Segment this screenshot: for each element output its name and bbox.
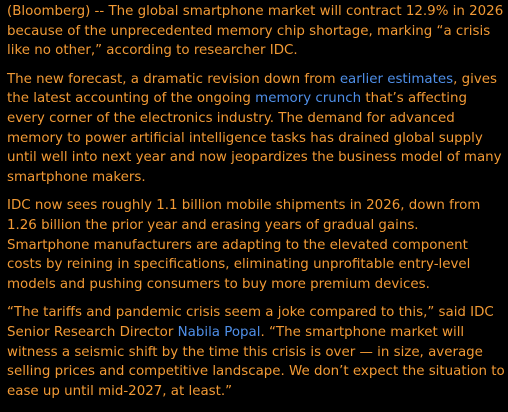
paragraph-2: The new forecast, a dramatic revision do… [7,70,505,188]
paragraph-1-text: (Bloomberg) -- The global smartphone mar… [7,4,504,59]
nabila-popal-link[interactable]: Nabila Popal [177,324,261,340]
news-article: (Bloomberg) -- The global smartphone mar… [7,2,505,410]
paragraph-4-text-b: . “The smartphone market will witness a … [7,324,505,399]
paragraph-2-text-b: , gives the latest accounting of the ong… [7,71,497,107]
paragraph-3: IDC now sees roughly 1.1 billion mobile … [7,196,505,294]
paragraph-1: (Bloomberg) -- The global smartphone mar… [7,2,505,61]
memory-crunch-link[interactable]: memory crunch [255,91,362,107]
paragraph-4-text-a: “The tariffs and pandemic crisis seem a … [7,305,494,340]
paragraph-2-text-a: The new forecast, a dramatic revision do… [7,71,340,87]
paragraph-2-text-c: that’s affecting every corner of the ele… [7,91,502,185]
paragraph-3-text: IDC now sees roughly 1.1 billion mobile … [7,198,481,292]
paragraph-4: “The tariffs and pandemic crisis seem a … [7,303,505,401]
earlier-estimates-link[interactable]: earlier estimates [339,71,454,87]
